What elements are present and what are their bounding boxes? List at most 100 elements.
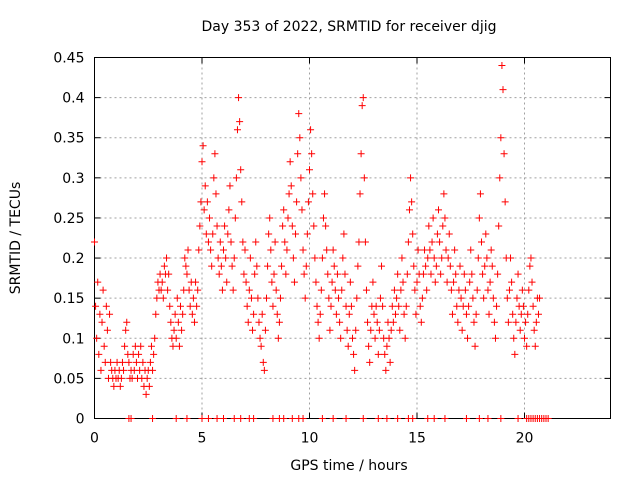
data-point xyxy=(367,326,375,334)
data-point xyxy=(490,318,498,326)
data-point xyxy=(312,278,320,286)
data-point xyxy=(510,334,518,342)
data-point xyxy=(427,270,435,278)
data-point xyxy=(362,286,370,294)
data-point xyxy=(213,222,221,230)
data-point xyxy=(430,415,438,422)
data-point xyxy=(373,318,381,326)
data-point xyxy=(159,294,167,302)
data-point xyxy=(269,302,277,310)
data-point xyxy=(501,198,509,206)
data-point xyxy=(172,415,180,422)
data-point xyxy=(296,134,304,142)
data-point xyxy=(382,366,390,374)
data-point xyxy=(491,334,499,342)
data-point xyxy=(264,262,272,270)
data-point xyxy=(349,334,356,342)
data-point xyxy=(147,342,155,350)
data-point xyxy=(471,342,479,350)
data-point xyxy=(475,214,483,222)
data-point xyxy=(286,158,294,166)
y-tick-label: 0.3 xyxy=(62,171,84,187)
data-point xyxy=(472,310,480,318)
data-point xyxy=(353,294,361,302)
data-point xyxy=(232,174,240,182)
data-point xyxy=(454,318,462,326)
data-point xyxy=(470,318,478,326)
data-point xyxy=(329,246,337,254)
data-point xyxy=(375,326,383,334)
data-point xyxy=(330,262,338,270)
data-point xyxy=(265,230,273,238)
data-point xyxy=(183,415,191,422)
data-point xyxy=(198,158,206,166)
data-point xyxy=(235,94,243,102)
data-point xyxy=(341,270,349,278)
data-point xyxy=(107,358,115,366)
data-point xyxy=(197,198,205,206)
data-point xyxy=(91,238,98,246)
data-point xyxy=(402,302,410,310)
data-point xyxy=(456,262,464,270)
data-point xyxy=(237,166,245,174)
data-point xyxy=(476,190,484,198)
data-point xyxy=(453,302,461,310)
data-point xyxy=(240,270,248,278)
y-tick-label: 0.45 xyxy=(53,51,84,67)
data-point xyxy=(294,150,302,158)
data-point xyxy=(433,230,441,238)
data-point xyxy=(255,318,263,326)
data-point xyxy=(326,326,334,334)
data-point xyxy=(282,270,290,278)
data-point xyxy=(298,206,306,214)
data-point xyxy=(188,310,196,318)
data-point xyxy=(437,270,445,278)
data-point xyxy=(503,294,511,302)
data-point xyxy=(267,246,275,254)
data-point xyxy=(371,334,379,342)
data-point xyxy=(395,302,403,310)
data-point xyxy=(419,270,427,278)
data-point xyxy=(122,326,130,334)
data-point xyxy=(493,302,501,310)
data-point xyxy=(527,254,535,262)
data-point xyxy=(201,182,209,190)
data-point xyxy=(514,415,522,422)
data-point xyxy=(524,310,532,318)
data-point xyxy=(157,286,165,294)
data-point xyxy=(266,214,274,222)
data-point xyxy=(202,230,210,238)
data-point xyxy=(194,286,202,294)
data-point xyxy=(383,342,391,350)
data-point xyxy=(319,214,327,222)
data-point xyxy=(283,246,291,254)
data-point xyxy=(451,246,459,254)
data-point xyxy=(448,310,456,318)
data-point xyxy=(358,102,366,110)
data-point xyxy=(474,254,482,262)
data-point xyxy=(175,342,183,350)
data-point xyxy=(229,286,237,294)
data-point xyxy=(106,310,114,318)
data-point xyxy=(387,326,395,334)
data-point xyxy=(416,302,424,310)
data-point xyxy=(297,174,305,182)
data-point xyxy=(525,286,533,294)
data-point xyxy=(462,415,470,422)
data-point xyxy=(186,302,194,310)
data-point xyxy=(339,254,347,262)
data-point xyxy=(116,382,124,390)
data-point xyxy=(481,262,489,270)
data-point xyxy=(378,262,386,270)
data-point xyxy=(376,294,384,302)
data-point xyxy=(331,286,339,294)
data-point xyxy=(452,270,460,278)
data-point xyxy=(383,415,391,422)
data-point xyxy=(392,310,399,318)
data-point xyxy=(347,302,355,310)
data-point xyxy=(544,415,552,422)
data-point xyxy=(465,302,473,310)
data-point xyxy=(407,174,415,182)
data-point xyxy=(143,374,151,382)
data-point xyxy=(509,310,517,318)
